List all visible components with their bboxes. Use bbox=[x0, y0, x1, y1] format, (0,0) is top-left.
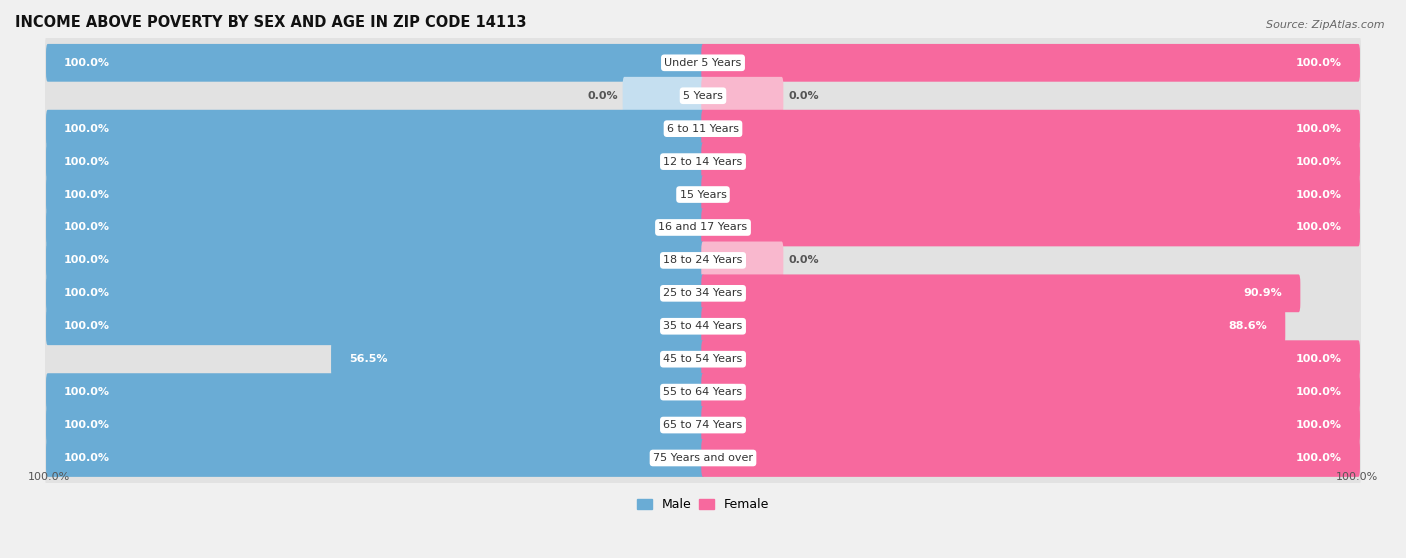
FancyBboxPatch shape bbox=[702, 307, 1285, 345]
FancyBboxPatch shape bbox=[623, 77, 704, 114]
FancyBboxPatch shape bbox=[46, 373, 704, 411]
Text: 90.9%: 90.9% bbox=[1243, 288, 1282, 299]
FancyBboxPatch shape bbox=[330, 340, 704, 378]
FancyBboxPatch shape bbox=[46, 110, 704, 147]
Text: 100.0%: 100.0% bbox=[28, 472, 70, 482]
Legend: Male, Female: Male, Female bbox=[631, 493, 775, 517]
FancyBboxPatch shape bbox=[45, 329, 706, 389]
FancyBboxPatch shape bbox=[45, 395, 706, 455]
FancyBboxPatch shape bbox=[702, 439, 1360, 477]
Text: Under 5 Years: Under 5 Years bbox=[665, 58, 741, 68]
Text: 100.0%: 100.0% bbox=[1296, 354, 1341, 364]
Text: 25 to 34 Years: 25 to 34 Years bbox=[664, 288, 742, 299]
Text: 100.0%: 100.0% bbox=[65, 387, 110, 397]
Text: 5 Years: 5 Years bbox=[683, 91, 723, 101]
Text: 100.0%: 100.0% bbox=[1296, 223, 1341, 233]
Text: 0.0%: 0.0% bbox=[588, 91, 617, 101]
FancyBboxPatch shape bbox=[702, 77, 783, 114]
FancyBboxPatch shape bbox=[700, 395, 1361, 455]
Text: 56.5%: 56.5% bbox=[349, 354, 388, 364]
FancyBboxPatch shape bbox=[45, 362, 706, 422]
Text: 45 to 54 Years: 45 to 54 Years bbox=[664, 354, 742, 364]
FancyBboxPatch shape bbox=[46, 44, 704, 81]
FancyBboxPatch shape bbox=[702, 340, 1360, 378]
Text: 100.0%: 100.0% bbox=[1296, 453, 1341, 463]
FancyBboxPatch shape bbox=[46, 307, 704, 345]
Text: Source: ZipAtlas.com: Source: ZipAtlas.com bbox=[1267, 20, 1385, 30]
Text: 100.0%: 100.0% bbox=[65, 223, 110, 233]
Text: INCOME ABOVE POVERTY BY SEX AND AGE IN ZIP CODE 14113: INCOME ABOVE POVERTY BY SEX AND AGE IN Z… bbox=[15, 15, 526, 30]
FancyBboxPatch shape bbox=[46, 439, 704, 477]
FancyBboxPatch shape bbox=[700, 329, 1361, 389]
Text: 0.0%: 0.0% bbox=[789, 256, 818, 266]
Text: 100.0%: 100.0% bbox=[1296, 157, 1341, 167]
FancyBboxPatch shape bbox=[45, 66, 706, 126]
FancyBboxPatch shape bbox=[702, 406, 1360, 444]
Text: 100.0%: 100.0% bbox=[1296, 420, 1341, 430]
Text: 100.0%: 100.0% bbox=[65, 124, 110, 134]
FancyBboxPatch shape bbox=[45, 296, 706, 356]
FancyBboxPatch shape bbox=[45, 263, 706, 323]
Text: 12 to 14 Years: 12 to 14 Years bbox=[664, 157, 742, 167]
FancyBboxPatch shape bbox=[700, 99, 1361, 158]
Text: 100.0%: 100.0% bbox=[1296, 190, 1341, 200]
FancyBboxPatch shape bbox=[700, 428, 1361, 488]
Text: 100.0%: 100.0% bbox=[1296, 387, 1341, 397]
Text: 100.0%: 100.0% bbox=[65, 157, 110, 167]
FancyBboxPatch shape bbox=[45, 230, 706, 290]
FancyBboxPatch shape bbox=[46, 275, 704, 312]
FancyBboxPatch shape bbox=[700, 296, 1361, 356]
Text: 100.0%: 100.0% bbox=[1336, 472, 1378, 482]
Text: 100.0%: 100.0% bbox=[1296, 58, 1341, 68]
FancyBboxPatch shape bbox=[700, 362, 1361, 422]
Text: 100.0%: 100.0% bbox=[65, 321, 110, 331]
Text: 0.0%: 0.0% bbox=[789, 91, 818, 101]
FancyBboxPatch shape bbox=[702, 275, 1301, 312]
Text: 65 to 74 Years: 65 to 74 Years bbox=[664, 420, 742, 430]
FancyBboxPatch shape bbox=[700, 165, 1361, 224]
Text: 6 to 11 Years: 6 to 11 Years bbox=[666, 124, 740, 134]
Text: 18 to 24 Years: 18 to 24 Years bbox=[664, 256, 742, 266]
FancyBboxPatch shape bbox=[45, 428, 706, 488]
FancyBboxPatch shape bbox=[45, 33, 706, 93]
FancyBboxPatch shape bbox=[700, 198, 1361, 257]
FancyBboxPatch shape bbox=[702, 209, 1360, 246]
FancyBboxPatch shape bbox=[45, 198, 706, 257]
FancyBboxPatch shape bbox=[46, 176, 704, 213]
FancyBboxPatch shape bbox=[702, 110, 1360, 147]
Text: 100.0%: 100.0% bbox=[65, 190, 110, 200]
Text: 100.0%: 100.0% bbox=[65, 288, 110, 299]
Text: 75 Years and over: 75 Years and over bbox=[652, 453, 754, 463]
FancyBboxPatch shape bbox=[700, 263, 1361, 323]
FancyBboxPatch shape bbox=[46, 242, 704, 280]
FancyBboxPatch shape bbox=[700, 33, 1361, 93]
Text: 55 to 64 Years: 55 to 64 Years bbox=[664, 387, 742, 397]
Text: 100.0%: 100.0% bbox=[65, 453, 110, 463]
Text: 16 and 17 Years: 16 and 17 Years bbox=[658, 223, 748, 233]
Text: 100.0%: 100.0% bbox=[65, 256, 110, 266]
FancyBboxPatch shape bbox=[700, 132, 1361, 191]
FancyBboxPatch shape bbox=[700, 230, 1361, 290]
FancyBboxPatch shape bbox=[702, 242, 783, 280]
FancyBboxPatch shape bbox=[702, 44, 1360, 81]
Text: 35 to 44 Years: 35 to 44 Years bbox=[664, 321, 742, 331]
Text: 88.6%: 88.6% bbox=[1229, 321, 1267, 331]
Text: 15 Years: 15 Years bbox=[679, 190, 727, 200]
FancyBboxPatch shape bbox=[45, 132, 706, 191]
FancyBboxPatch shape bbox=[46, 209, 704, 246]
FancyBboxPatch shape bbox=[702, 143, 1360, 180]
FancyBboxPatch shape bbox=[45, 165, 706, 224]
FancyBboxPatch shape bbox=[46, 406, 704, 444]
FancyBboxPatch shape bbox=[46, 143, 704, 180]
Text: 100.0%: 100.0% bbox=[65, 58, 110, 68]
FancyBboxPatch shape bbox=[700, 66, 1361, 126]
FancyBboxPatch shape bbox=[702, 373, 1360, 411]
FancyBboxPatch shape bbox=[45, 99, 706, 158]
Text: 100.0%: 100.0% bbox=[1296, 124, 1341, 134]
FancyBboxPatch shape bbox=[702, 176, 1360, 213]
Text: 100.0%: 100.0% bbox=[65, 420, 110, 430]
